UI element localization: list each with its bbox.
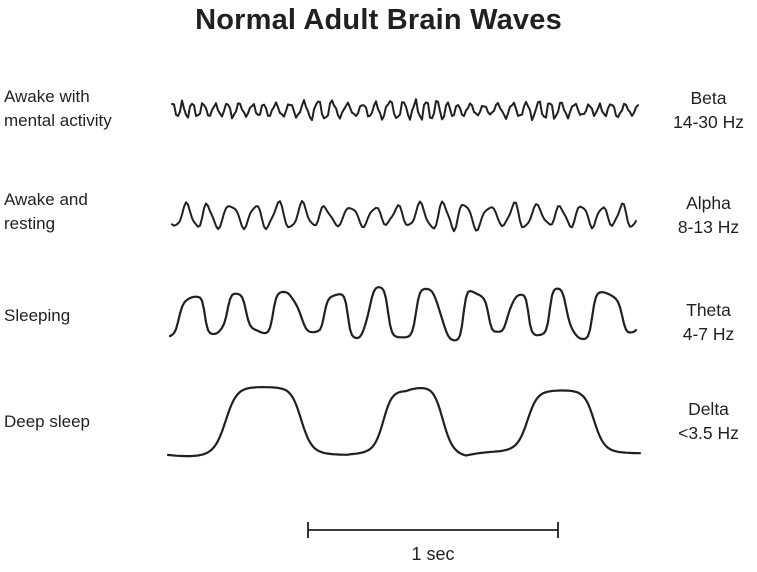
state-label-deep-sleep: Deep sleep	[4, 412, 91, 431]
band-name-beta: Beta	[690, 88, 727, 108]
band-range-beta: 14-30 Hz	[672, 112, 744, 132]
delta-wave-trace	[166, 386, 642, 458]
band-label-alpha: Alpha 8-13 Hz	[660, 191, 757, 239]
band-name-alpha: Alpha	[686, 193, 731, 213]
state-label-awake-resting: Awake and resting	[4, 190, 88, 233]
band-name-delta: Delta	[688, 399, 729, 419]
band-range-delta: <3.5 Hz	[678, 423, 739, 443]
scale-bar-label: 1 sec	[411, 544, 455, 564]
band-label-delta: Delta <3.5 Hz	[660, 397, 757, 445]
band-range-alpha: 8-13 Hz	[677, 217, 740, 237]
alpha-wave-trace	[171, 200, 637, 233]
band-name-theta: Theta	[686, 300, 731, 320]
band-range-theta: 4-7 Hz	[682, 324, 735, 344]
band-label-beta: Beta 14-30 Hz	[660, 86, 757, 134]
state-label-awake-mental: Awake with mental activity	[4, 87, 112, 130]
beta-wave-trace	[171, 98, 639, 122]
diagram-title: Normal Adult Brain Waves	[195, 4, 562, 36]
one-second-scale-bar	[307, 522, 559, 538]
theta-wave-trace	[168, 286, 638, 342]
band-label-theta: Theta 4-7 Hz	[660, 298, 757, 346]
state-label-sleeping: Sleeping	[4, 306, 71, 325]
